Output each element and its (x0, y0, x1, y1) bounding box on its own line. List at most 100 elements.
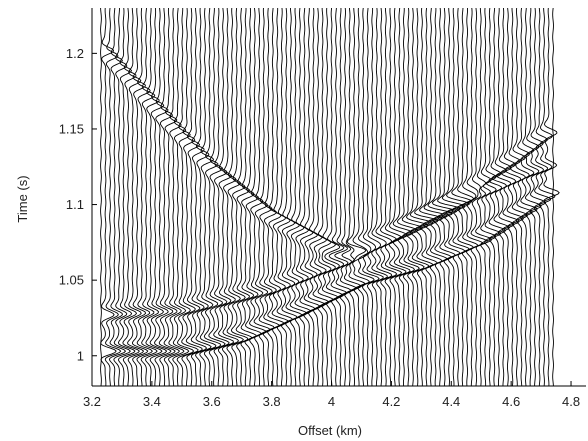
seismic-trace (303, 7, 321, 387)
seismic-trace (113, 8, 131, 387)
seismic-trace (328, 7, 348, 387)
seismic-trace (312, 7, 330, 387)
seismic-trace (525, 7, 542, 387)
seismic-trace (491, 7, 511, 387)
seismic-trace (132, 7, 149, 387)
x-axis-ticks: 3.2 3.4 3.6 3.8 4 4.2 4.4 4.6 4.8 (83, 381, 580, 409)
seismic-trace (117, 7, 136, 386)
y-tick-label: 1 (77, 348, 84, 363)
seismic-trace (388, 7, 408, 387)
seismic-trace (451, 7, 473, 387)
seismic-trace (100, 7, 102, 387)
seismic-trace (127, 7, 145, 387)
seismic-trace (405, 7, 429, 387)
seismic-trace (543, 7, 560, 387)
seismic-trace (158, 7, 176, 387)
seismic-trace (104, 7, 122, 387)
seismic-trace (176, 7, 195, 387)
seismic-trace (552, 7, 554, 387)
seismic-trace (427, 7, 453, 387)
seismic-trace (226, 7, 244, 387)
seismic-trace (446, 7, 470, 387)
seismic-trace (199, 7, 217, 387)
x-tick-label: 3.4 (143, 394, 161, 409)
y-tick-label: 1.1 (66, 197, 84, 212)
seismic-trace (401, 7, 423, 387)
seismic-trace (203, 7, 222, 387)
seismic-trace (475, 7, 493, 387)
x-axis-label: Offset (km) (298, 423, 362, 438)
seismic-trace (324, 7, 344, 387)
seismic-trace (144, 8, 163, 387)
seismic-trace (334, 7, 352, 387)
x-tick-label: 4.2 (382, 394, 400, 409)
seismic-trace (154, 7, 172, 387)
seismic-trace (461, 7, 479, 387)
seismic-trace (168, 7, 185, 387)
seismic-trace (480, 7, 497, 387)
seismic-trace (533, 7, 552, 387)
seismic-trace (307, 7, 326, 387)
seismic-trace (371, 7, 388, 387)
y-tick-label: 1.15 (59, 121, 84, 136)
seismic-trace (149, 7, 168, 387)
seismic-trace (217, 7, 234, 387)
seismic-trace (509, 7, 528, 387)
seismic-trace (240, 7, 257, 387)
seismic-trace (317, 7, 334, 387)
y-tick-label: 1.2 (66, 46, 84, 61)
seismic-trace (289, 7, 308, 387)
seismic-trace (409, 7, 435, 387)
y-axis-label: Time (s) (15, 175, 30, 222)
x-tick-label: 3.8 (263, 394, 281, 409)
seismic-trace (181, 7, 199, 386)
x-tick-label: 4.4 (442, 394, 460, 409)
seismic-trace (244, 7, 262, 387)
seismic-trace (488, 7, 507, 387)
x-tick-label: 4.6 (502, 394, 520, 409)
seismic-trace (122, 7, 140, 387)
seismic-trace (346, 7, 367, 387)
x-tick-label: 4.8 (562, 394, 580, 409)
seismic-trace (321, 7, 339, 387)
seismic-trace (294, 7, 311, 387)
seismic-trace (520, 7, 538, 387)
seismic-trace (500, 7, 520, 387)
seismic-trace (495, 7, 515, 387)
seismic-trace (357, 7, 375, 387)
seismic-trace (258, 7, 275, 387)
seismic-trace (195, 7, 212, 387)
seismic-trace (299, 7, 316, 387)
seismic-trace (343, 7, 362, 387)
seismic-trace (172, 7, 190, 387)
seismic-trace (366, 7, 384, 387)
seismic-trace (100, 7, 117, 387)
x-tick-label: 4 (328, 394, 335, 409)
seismic-trace (431, 7, 458, 387)
seismic-trace (484, 7, 502, 387)
x-tick-label: 3.6 (203, 394, 221, 409)
seismic-trace (190, 7, 208, 387)
seismic-trace (441, 7, 466, 387)
seismic-trace (163, 7, 181, 387)
seismic-trace (529, 7, 547, 387)
seismic-trace (380, 7, 398, 387)
seismic-trace (470, 7, 488, 387)
x-tick-label: 3.2 (83, 394, 101, 409)
seismic-trace (437, 7, 462, 387)
seismic-trace (253, 7, 271, 387)
seismic-trace (285, 7, 303, 387)
seismic-trace (414, 7, 439, 387)
y-tick-label: 1.05 (59, 273, 84, 288)
seismic-trace (504, 7, 524, 387)
seismic-trace (466, 7, 484, 387)
seismic-traces (100, 7, 560, 387)
seismic-trace (222, 7, 240, 387)
seismic-trace (538, 7, 556, 387)
seismic-trace (422, 7, 449, 387)
seismic-trace (235, 7, 253, 387)
y-axis-ticks: 1 1.05 1.1 1.15 1.2 (59, 46, 97, 363)
seismic-trace (136, 7, 153, 387)
seismic-trace (185, 7, 203, 387)
